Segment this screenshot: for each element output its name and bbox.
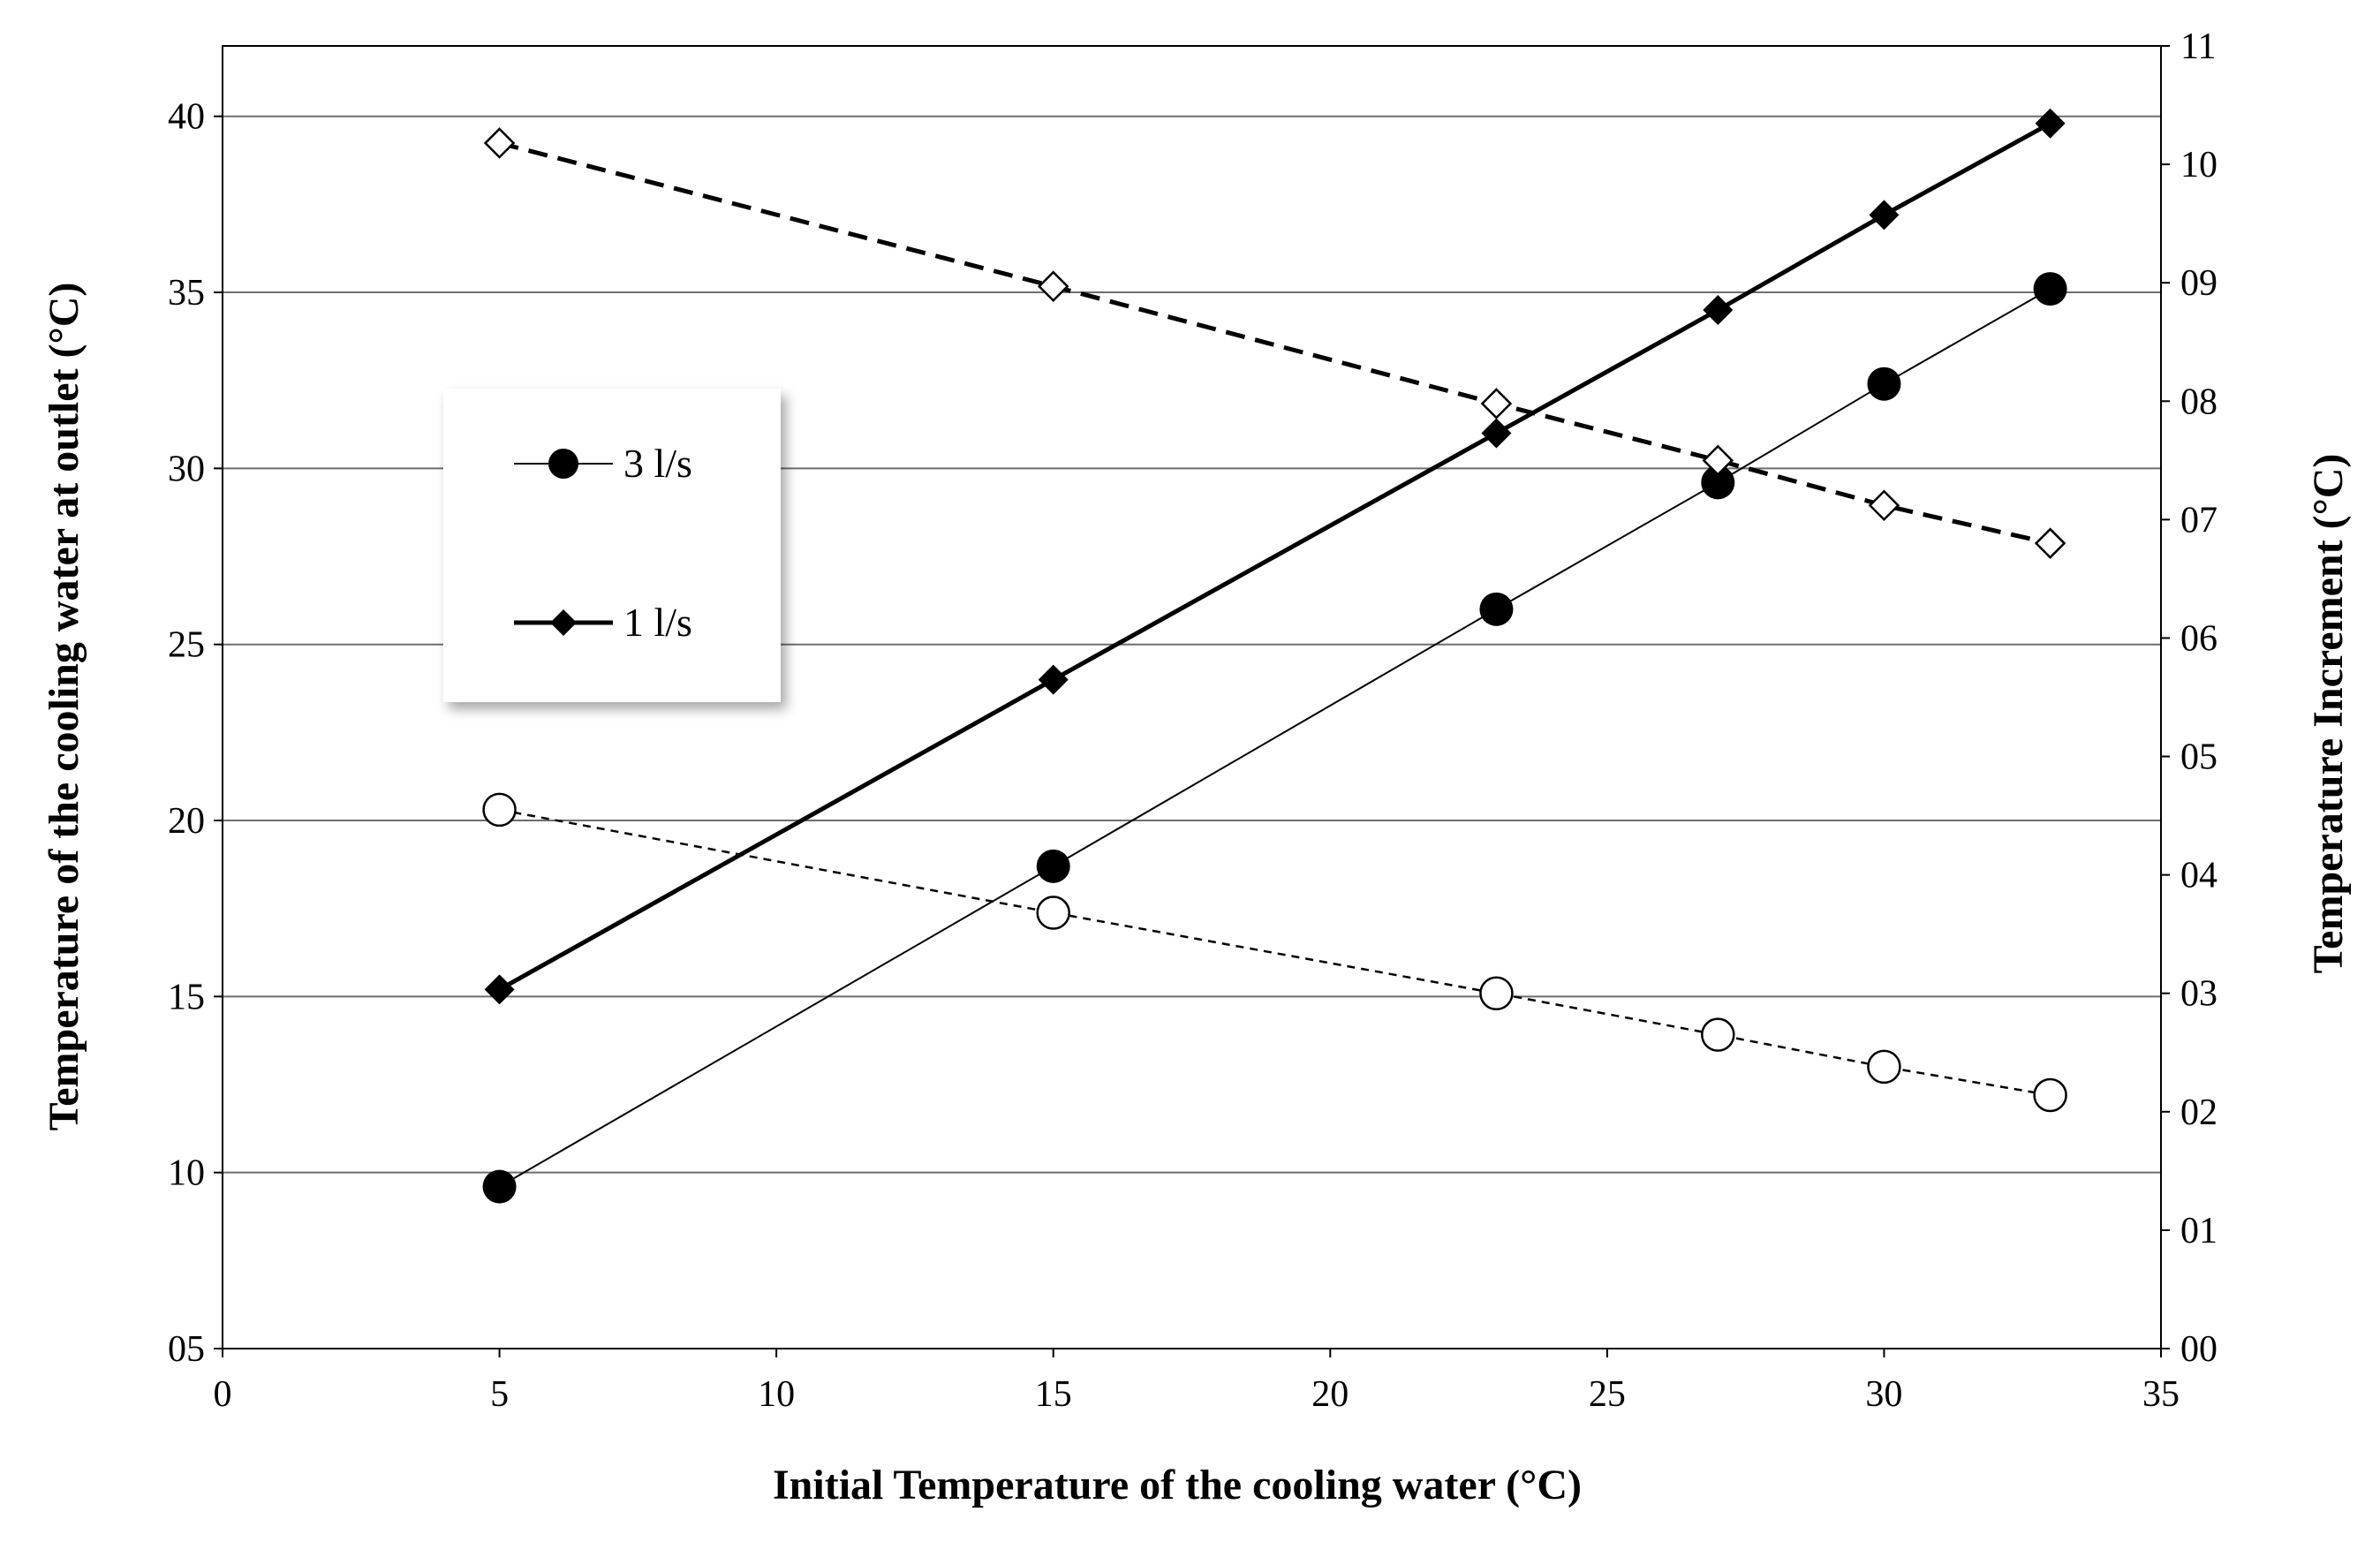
point-2-0	[482, 792, 517, 828]
y-tick-label-3: 20	[168, 801, 205, 842]
series-layer	[482, 108, 2067, 1204]
x-axis: 0 5 10 15 20 25 30 35	[214, 1349, 2180, 1415]
point-2-2	[1479, 976, 1514, 1010]
point-0-4	[1867, 367, 1901, 401]
y2-tick-label-6: 06	[2180, 618, 2218, 659]
y2-tick-label-4: 04	[2180, 856, 2218, 896]
point-1-3	[1703, 294, 1734, 325]
y2-tick-label-2: 02	[2180, 1092, 2218, 1133]
point-0-0	[482, 1169, 517, 1204]
y2-tick-label-9: 09	[2180, 263, 2218, 304]
y-tick-label-2: 15	[168, 977, 205, 1017]
point-0-2	[1479, 592, 1514, 626]
y2-tick-label-3: 03	[2180, 974, 2218, 1015]
x-tick-label-2: 10	[758, 1374, 795, 1415]
grid-lines	[223, 115, 2161, 1349]
legend-label-3ls: 3 l/s	[623, 441, 692, 486]
y2-tick-label-10: 10	[2180, 145, 2218, 185]
y-axis-right: 00 01 02 03 04 05 06 07 08 09 10 11	[2161, 26, 2218, 1370]
x-tick-label-5: 25	[1589, 1374, 1626, 1415]
series-3	[483, 127, 2066, 559]
y-axis-left-title: Temperature of the cooling water at outl…	[41, 283, 87, 1131]
point-3-5	[2034, 527, 2066, 559]
y2-tick-label-0: 00	[2180, 1329, 2218, 1370]
legend-box	[443, 389, 781, 702]
x-axis-title: Initial Temperature of the cooling water…	[773, 1462, 1582, 1508]
series-2	[482, 792, 2067, 1113]
y-tick-label-7: 40	[168, 97, 205, 138]
y-tick-label-4: 25	[168, 625, 205, 666]
legend-label-1ls: 1 l/s	[623, 600, 692, 645]
x-tick-label-6: 30	[1865, 1374, 1902, 1415]
y2-tick-label-8: 08	[2180, 382, 2218, 422]
y2-tick-label-11: 11	[2180, 26, 2216, 67]
series-line-3	[498, 140, 2051, 546]
legend-item-3ls: 3 l/s	[514, 441, 692, 486]
point-1-4	[1869, 200, 1900, 231]
point-2-4	[1867, 1049, 1901, 1085]
x-tick-label-3: 15	[1035, 1374, 1072, 1415]
series-line-1	[498, 121, 2051, 992]
y-tick-label-6: 35	[168, 273, 205, 314]
legend-marker-3ls	[548, 449, 578, 479]
point-3-1	[1037, 270, 1069, 302]
y2-tick-label-1: 01	[2180, 1211, 2218, 1251]
x-tick-label-7: 35	[2142, 1374, 2180, 1415]
point-2-5	[2033, 1077, 2067, 1113]
legend-item-1ls: 1 l/s	[514, 600, 692, 645]
y-axis-left: 05 10 15 20 25 30 35 40	[168, 97, 223, 1370]
series-line-0	[499, 288, 2051, 1188]
plot-area	[222, 45, 2162, 1349]
point-1-0	[484, 974, 515, 1005]
point-2-3	[1701, 1017, 1735, 1052]
series-line-2	[499, 808, 2051, 1097]
point-1-1	[1038, 664, 1069, 695]
x-tick-label-1: 5	[490, 1374, 509, 1415]
legend-marker-1ls	[550, 609, 577, 636]
point-3-2	[1480, 388, 1513, 420]
point-3-3	[1702, 444, 1734, 477]
y-axis-right-title: Temperature Increment (°C)	[2305, 454, 2352, 974]
x-tick-label-0: 0	[214, 1374, 232, 1415]
y-tick-label-5: 30	[168, 449, 205, 489]
y2-tick-label-7: 07	[2180, 500, 2218, 540]
point-3-4	[1868, 489, 1900, 522]
point-0-3	[1701, 465, 1735, 500]
series-1	[484, 108, 2066, 1005]
y-tick-label-0: 05	[168, 1329, 205, 1370]
point-1-2	[1481, 418, 1512, 449]
x-tick-label-4: 20	[1311, 1374, 1349, 1415]
point-0-1	[1036, 849, 1070, 883]
point-0-5	[2033, 272, 2067, 306]
point-1-5	[2035, 108, 2066, 139]
legend: 3 l/s 1 l/s	[443, 389, 781, 702]
y2-tick-label-5: 05	[2180, 737, 2218, 778]
y-tick-label-1: 10	[168, 1153, 205, 1194]
series-0	[482, 272, 2067, 1204]
point-2-1	[1036, 896, 1070, 930]
point-3-0	[483, 127, 516, 159]
